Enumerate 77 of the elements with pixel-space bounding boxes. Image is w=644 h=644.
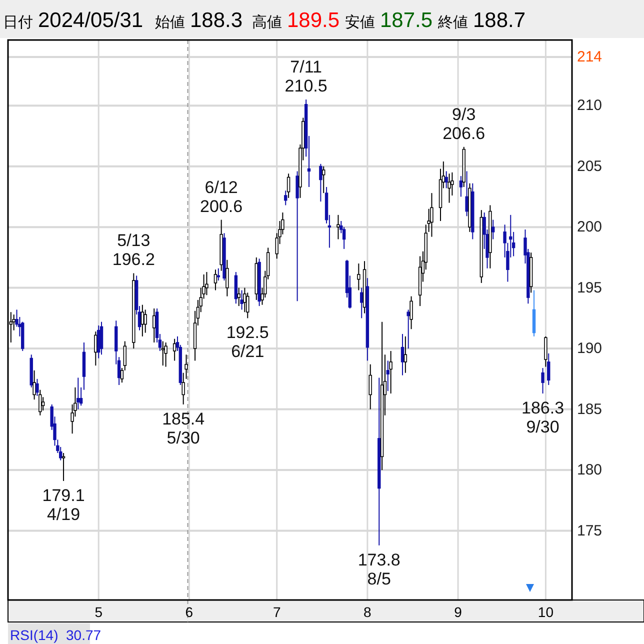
candlestick <box>336 214 340 240</box>
candlestick <box>164 342 168 368</box>
candlestick <box>205 272 208 296</box>
candlestick <box>322 166 326 194</box>
candlestick <box>94 331 98 366</box>
candlestick <box>234 272 238 304</box>
text: RSI(14) 30.77 <box>10 627 102 643</box>
candlestick <box>41 396 45 411</box>
candlestick <box>541 367 544 394</box>
candlestick <box>386 360 390 392</box>
candlestick <box>544 336 548 368</box>
candlestick <box>368 364 372 410</box>
annotation: 6/12 200.6 <box>200 178 243 216</box>
candlestick <box>389 350 392 394</box>
candlestick <box>410 296 413 330</box>
x-tick-label: 5 <box>94 604 103 620</box>
candlestick <box>240 290 244 310</box>
candlestick <box>96 324 100 359</box>
x-tick-label: 7 <box>272 604 281 620</box>
candlestick <box>459 176 463 198</box>
text: 安値 187.5 <box>345 9 433 32</box>
y-tick-label: 205 <box>577 158 602 175</box>
x-tick-label: 6 <box>185 604 194 620</box>
y-tick-label: 175 <box>577 522 602 540</box>
candlestick <box>184 354 188 380</box>
annotation: 186.3 9/30 <box>522 398 564 436</box>
candlestick <box>100 321 104 356</box>
annotation: 179.1 4/19 <box>42 486 85 524</box>
candlestick <box>36 378 39 396</box>
candlestick <box>62 452 66 482</box>
text: 始値 188.3 <box>155 9 243 32</box>
candlestick <box>172 338 176 362</box>
x-tick-label: 8 <box>364 604 372 620</box>
candlestick <box>448 173 451 204</box>
annotation: 185.4 5/30 <box>162 409 205 448</box>
y-tick-label: 210 <box>577 97 602 114</box>
candlestick <box>430 192 434 238</box>
candlestick <box>296 170 299 302</box>
candlestick <box>237 287 240 307</box>
candlestick <box>444 170 448 189</box>
annotation: 9/3 206.6 <box>442 104 486 143</box>
annotation: 173.8 8/5 <box>358 550 400 588</box>
candlestick <box>465 170 468 217</box>
candlestick <box>492 219 495 240</box>
candlestick <box>319 163 322 202</box>
y-tick-label: 185 <box>577 400 602 418</box>
candlestick <box>214 269 218 291</box>
text: 日付 2024/05/31 <box>3 9 144 32</box>
candlestick <box>547 352 550 386</box>
candlestick <box>144 309 147 334</box>
candlestick <box>284 190 288 206</box>
y-tick-label: 200 <box>577 218 602 236</box>
candlestick <box>357 263 360 291</box>
candlestick <box>360 287 364 319</box>
y-tick-label: 190 <box>577 340 602 358</box>
x-tick-label: 10 <box>538 604 554 620</box>
text: 高値 189.5 <box>252 9 340 32</box>
x-tick-label: 9 <box>454 604 462 620</box>
annotation: 7/11 210.5 <box>284 58 328 96</box>
text: 終値 188.7 <box>437 9 526 32</box>
candlestick <box>404 336 408 374</box>
annotation: 5/13 196.2 <box>112 231 155 270</box>
candlestick <box>32 370 36 400</box>
candlestick <box>216 268 220 282</box>
annotation: 192.5 6/21 <box>226 323 269 362</box>
candlestick <box>76 377 80 410</box>
y-tick-label: 195 <box>577 279 602 296</box>
y-tick-label: 214 <box>577 48 602 66</box>
candlestick <box>182 372 185 405</box>
candlestick <box>286 173 290 198</box>
candlestick <box>38 389 42 416</box>
candlestick <box>532 290 536 337</box>
candlestick <box>152 308 156 343</box>
y-tick-label: 180 <box>577 462 602 479</box>
candlestick <box>400 333 404 376</box>
candlestick <box>226 259 229 297</box>
candlestick <box>246 292 250 319</box>
